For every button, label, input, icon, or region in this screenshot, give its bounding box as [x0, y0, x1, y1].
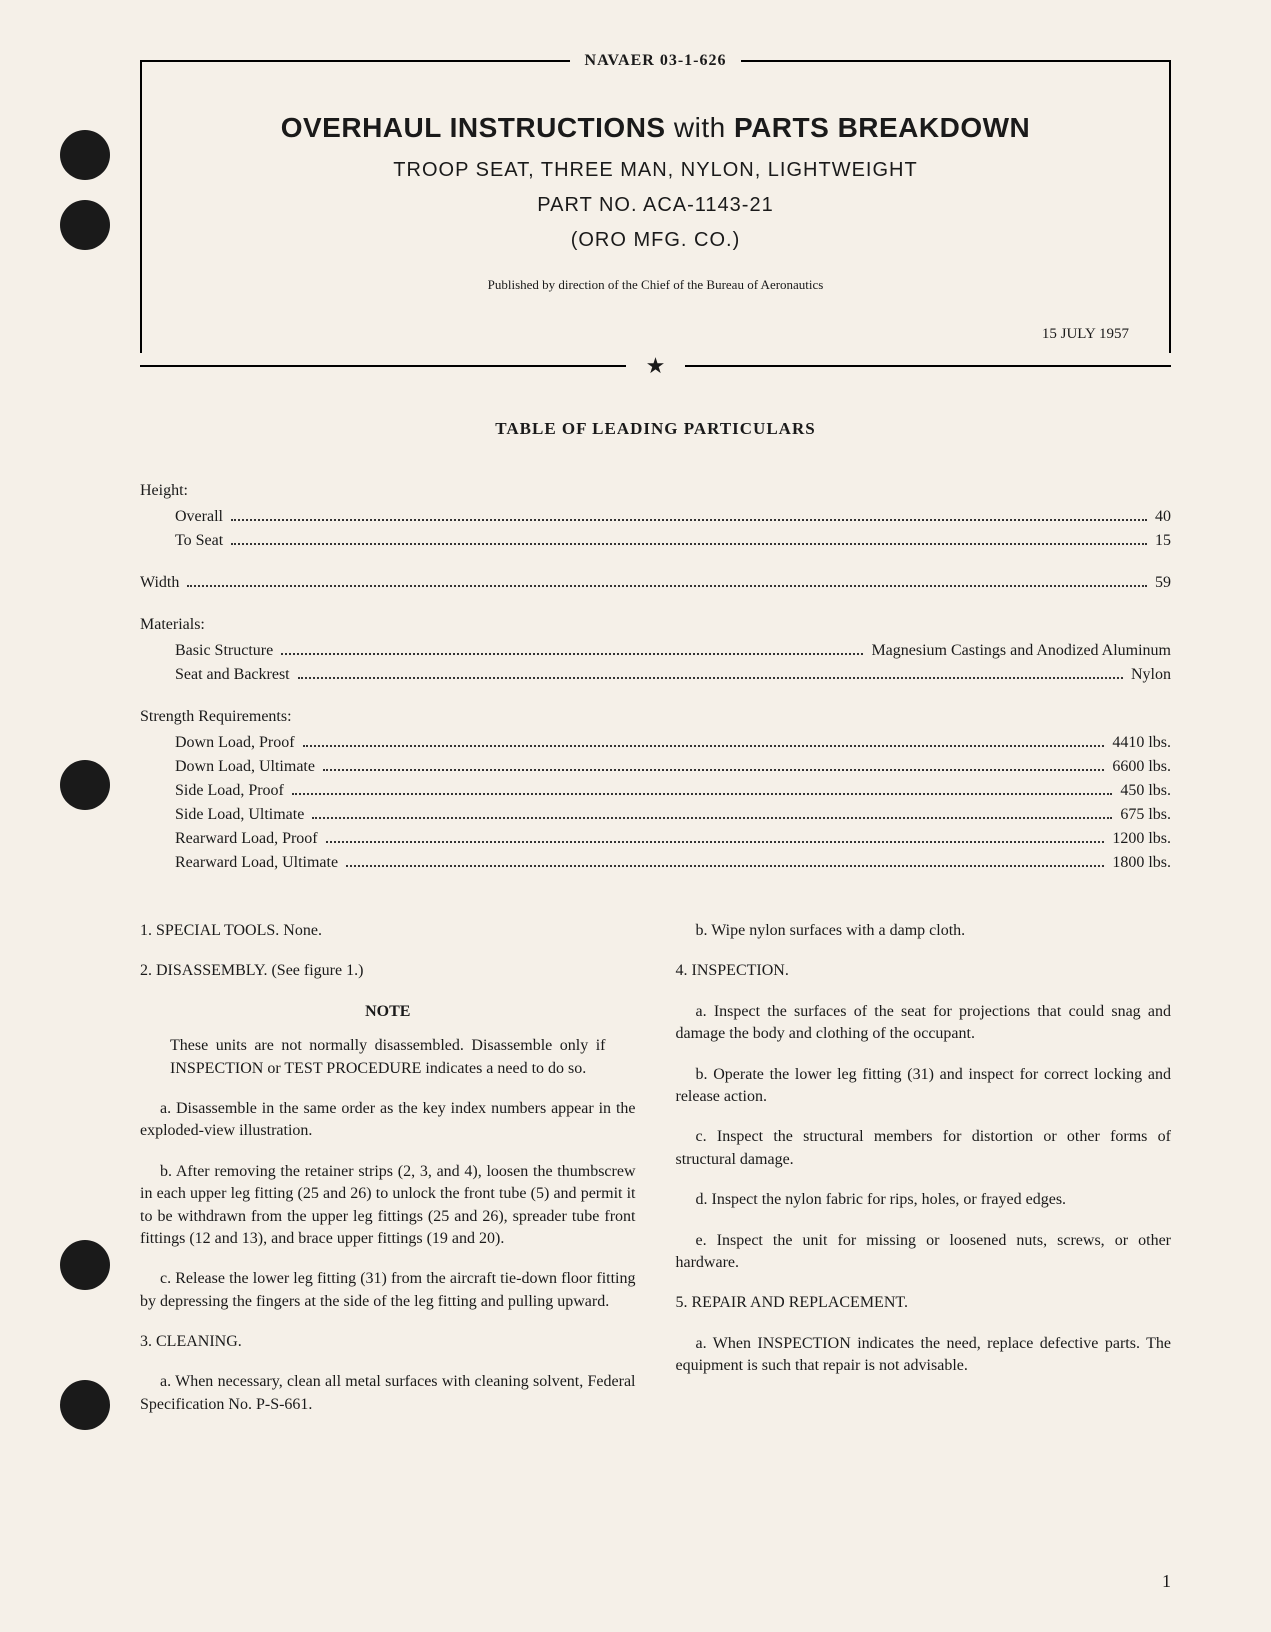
materials-label: Materials:: [140, 613, 1171, 637]
publisher-note: Published by direction of the Chief of t…: [182, 277, 1129, 293]
para-4a: a. Inspect the surfaces of the seat for …: [676, 1001, 1172, 1046]
section-2: 2. DISASSEMBLY. (See figure 1.): [140, 960, 636, 982]
border-line-left: [140, 365, 626, 367]
particular-row: Down Load, Ultimate 6600 lbs.: [140, 755, 1171, 779]
para-2b: b. After removing the retainer strips (2…: [140, 1161, 636, 1251]
particular-name: Basic Structure: [175, 639, 273, 663]
leader-dots: [312, 817, 1112, 819]
punch-hole: [60, 1380, 110, 1430]
particular-value: 675 lbs.: [1120, 803, 1171, 827]
para-3a: a. When necessary, clean all metal surfa…: [140, 1371, 636, 1416]
title-part-3: PARTS BREAKDOWN: [734, 112, 1030, 143]
particular-value: 1200 lbs.: [1112, 827, 1171, 851]
page-number: 1: [1162, 1571, 1171, 1592]
particular-row: Side Load, Ultimate 675 lbs.: [140, 803, 1171, 827]
particular-row: To Seat 15: [140, 529, 1171, 553]
leader-dots: [292, 793, 1112, 795]
leader-dots: [346, 865, 1104, 867]
note-title: NOTE: [140, 1001, 636, 1023]
star-icon: ★: [626, 353, 686, 379]
note-body: These units are not normally disassemble…: [140, 1035, 636, 1080]
leader-dots: [187, 585, 1147, 587]
particular-value: 1800 lbs.: [1112, 851, 1171, 875]
particular-name: Side Load, Ultimate: [175, 803, 304, 827]
particular-row: Rearward Load, Proof 1200 lbs.: [140, 827, 1171, 851]
leader-dots: [281, 653, 863, 655]
leader-dots: [326, 841, 1105, 843]
title-part-1: OVERHAUL INSTRUCTIONS: [281, 112, 666, 143]
para-2a: a. Disassemble in the same order as the …: [140, 1098, 636, 1143]
strength-group: Strength Requirements: Down Load, Proof …: [140, 705, 1171, 875]
particular-name: Rearward Load, Proof: [175, 827, 318, 851]
para-4e: e. Inspect the unit for missing or loose…: [676, 1230, 1172, 1275]
particular-row: Seat and Backrest Nylon: [140, 663, 1171, 687]
particular-value: 4410 lbs.: [1112, 731, 1171, 755]
para-2c: c. Release the lower leg fitting (31) fr…: [140, 1268, 636, 1313]
border-line-right: [685, 365, 1171, 367]
particular-value: 15: [1155, 529, 1171, 553]
para-4c: c. Inspect the structural members for di…: [676, 1126, 1172, 1171]
particular-row: Overall 40: [140, 505, 1171, 529]
particular-name: Down Load, Ultimate: [175, 755, 315, 779]
section-5: 5. REPAIR AND REPLACEMENT.: [676, 1292, 1172, 1314]
title-part-2: with: [666, 112, 734, 143]
para-4d: d. Inspect the nylon fabric for rips, ho…: [676, 1189, 1172, 1211]
particular-row: Width 59: [140, 571, 1171, 595]
particular-value: Nylon: [1131, 663, 1171, 687]
particular-name: Side Load, Proof: [175, 779, 284, 803]
section-4: 4. INSPECTION.: [676, 960, 1172, 982]
particular-value: Magnesium Castings and Anodized Aluminum: [871, 639, 1171, 663]
section-3: 3. CLEANING.: [140, 1331, 636, 1353]
particular-value: 59: [1155, 571, 1171, 595]
strength-label: Strength Requirements:: [140, 705, 1171, 729]
body-content: 1. SPECIAL TOOLS. None. 2. DISASSEMBLY. …: [140, 920, 1171, 1416]
leader-dots: [231, 519, 1147, 521]
para-3b: b. Wipe nylon surfaces with a damp cloth…: [676, 920, 1172, 942]
para-5a: a. When INSPECTION indicates the need, r…: [676, 1333, 1172, 1378]
particular-name: To Seat: [175, 529, 223, 553]
particular-value: 40: [1155, 505, 1171, 529]
leader-dots: [231, 543, 1147, 545]
part-number: PART NO. ACA-1143-21: [182, 194, 1129, 217]
height-group: Height: Overall 40 To Seat 15: [140, 479, 1171, 553]
particular-name: Seat and Backrest: [175, 663, 290, 687]
section-1: 1. SPECIAL TOOLS. None.: [140, 920, 636, 942]
publish-date: 15 JULY 1957: [1042, 326, 1129, 343]
note-block: NOTE These units are not normally disass…: [140, 1001, 636, 1080]
main-title: OVERHAUL INSTRUCTIONS with PARTS BREAKDO…: [182, 112, 1129, 144]
punch-hole: [60, 760, 110, 810]
particular-row: Basic Structure Magnesium Castings and A…: [140, 639, 1171, 663]
particular-name: Overall: [175, 505, 223, 529]
punch-hole: [60, 130, 110, 180]
particulars-table: Height: Overall 40 To Seat 15 Width 59 M…: [140, 479, 1171, 875]
particular-row: Down Load, Proof 4410 lbs.: [140, 731, 1171, 755]
width-group: Width 59: [140, 571, 1171, 595]
leader-dots: [323, 769, 1104, 771]
leader-dots: [298, 677, 1123, 679]
materials-group: Materials: Basic Structure Magnesium Cas…: [140, 613, 1171, 687]
particular-name: Width: [140, 571, 179, 595]
particular-name: Down Load, Proof: [175, 731, 295, 755]
manufacturer: (ORO MFG. CO.): [182, 229, 1129, 252]
punch-hole: [60, 1240, 110, 1290]
height-label: Height:: [140, 479, 1171, 503]
particular-value: 450 lbs.: [1120, 779, 1171, 803]
document-number: NAVAER 03-1-626: [570, 52, 742, 70]
subtitle: TROOP SEAT, THREE MAN, NYLON, LIGHTWEIGH…: [182, 159, 1129, 182]
para-4b: b. Operate the lower leg fitting (31) an…: [676, 1064, 1172, 1109]
header-bottom-border: ★: [140, 353, 1171, 379]
particular-row: Rearward Load, Ultimate 1800 lbs.: [140, 851, 1171, 875]
particulars-title: TABLE OF LEADING PARTICULARS: [140, 419, 1171, 439]
particular-row: Side Load, Proof 450 lbs.: [140, 779, 1171, 803]
leader-dots: [303, 745, 1105, 747]
particular-name: Rearward Load, Ultimate: [175, 851, 338, 875]
punch-hole: [60, 200, 110, 250]
particular-value: 6600 lbs.: [1112, 755, 1171, 779]
header-box: NAVAER 03-1-626 OVERHAUL INSTRUCTIONS wi…: [140, 60, 1171, 353]
